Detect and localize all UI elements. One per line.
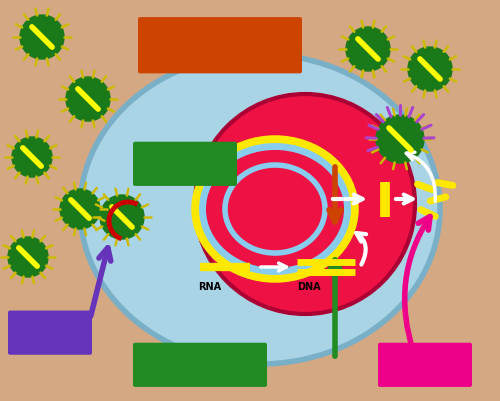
Circle shape bbox=[60, 190, 100, 229]
Circle shape bbox=[408, 48, 452, 92]
Text: DNA: DNA bbox=[297, 281, 320, 291]
FancyBboxPatch shape bbox=[8, 311, 92, 355]
FancyBboxPatch shape bbox=[133, 142, 237, 186]
FancyBboxPatch shape bbox=[133, 343, 267, 387]
Circle shape bbox=[346, 28, 390, 72]
Circle shape bbox=[12, 138, 52, 178]
Circle shape bbox=[100, 196, 144, 239]
Text: RNA: RNA bbox=[198, 281, 221, 291]
Ellipse shape bbox=[80, 55, 440, 364]
Circle shape bbox=[376, 116, 424, 164]
Circle shape bbox=[20, 16, 64, 60]
FancyBboxPatch shape bbox=[378, 343, 472, 387]
Circle shape bbox=[66, 78, 110, 122]
FancyBboxPatch shape bbox=[138, 18, 302, 74]
Circle shape bbox=[195, 95, 415, 314]
Circle shape bbox=[8, 237, 48, 277]
